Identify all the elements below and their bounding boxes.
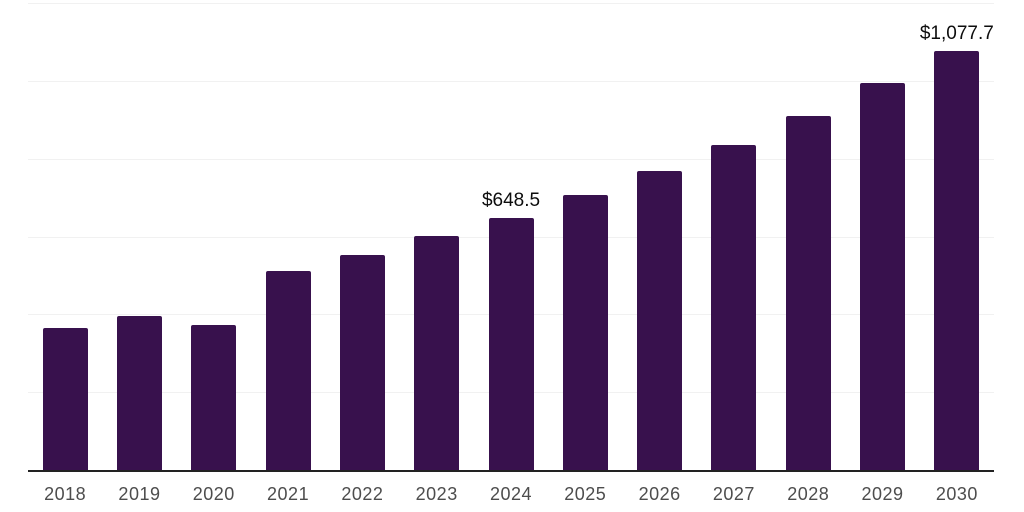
x-tick-2024: 2024 — [489, 484, 533, 504]
gridline-800 — [28, 158, 994, 160]
x-tick-2028: 2028 — [787, 484, 830, 504]
x-tick-2025: 2025 — [564, 484, 607, 504]
bar-2019 — [116, 315, 162, 470]
x-tick-2023: 2023 — [415, 484, 458, 504]
x-tick-2019: 2019 — [118, 484, 161, 504]
x-axis-line — [28, 470, 994, 472]
bar-2023 — [414, 236, 460, 470]
gridline-1000 — [28, 80, 994, 82]
bar-2025 — [562, 194, 608, 470]
x-tick-2021: 2021 — [267, 484, 310, 504]
x-tick-2018: 2018 — [44, 484, 87, 504]
bar-2029 — [860, 83, 906, 470]
data-label-2030: $1,077.7 — [919, 22, 994, 44]
x-tick-2026: 2026 — [638, 484, 681, 504]
bar-2024 — [488, 217, 534, 470]
bar-2021 — [265, 271, 311, 470]
x-tick-2022: 2022 — [341, 484, 384, 504]
x-axis-tick-labels: 2018 2019 2020 2021 2022 2023 2024 2025 2026 2027… — [28, 484, 994, 508]
plot-area: $648.5 $1,077.7 — [28, 3, 994, 470]
bar-2026 — [637, 171, 683, 470]
bar-2022 — [339, 255, 385, 470]
x-tick-2029: 2029 — [861, 484, 904, 504]
x-tick-2020: 2020 — [192, 484, 235, 504]
gridline-1200 — [28, 3, 994, 4]
bar-2018 — [42, 327, 88, 470]
bar-2028 — [785, 115, 831, 470]
data-label-2024: $648.5 — [481, 189, 541, 211]
x-tick-2027: 2027 — [712, 484, 755, 504]
bar-2020 — [191, 324, 237, 470]
x-tick-2030: 2030 — [935, 484, 978, 504]
bar-2030 — [934, 50, 980, 470]
bar-2027 — [711, 145, 757, 470]
